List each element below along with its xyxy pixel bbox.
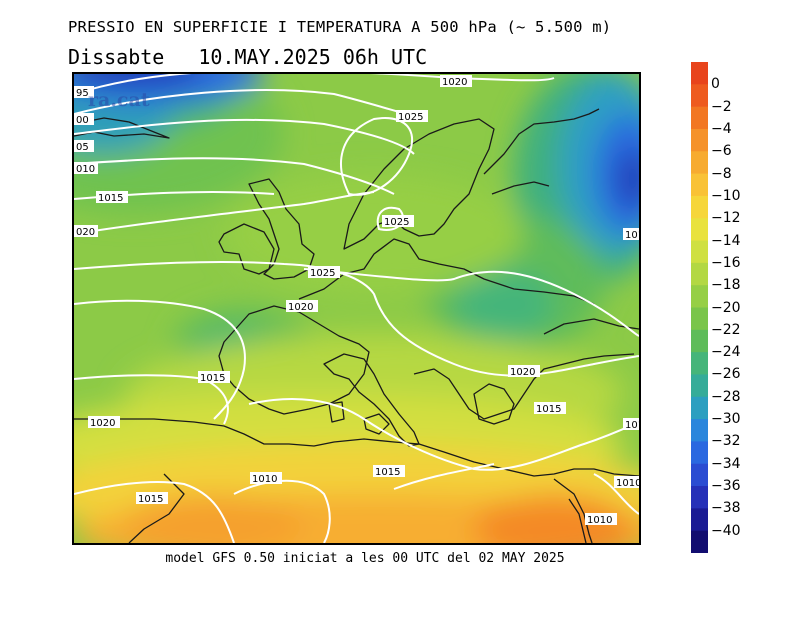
isobar-label: 95 (74, 86, 94, 99)
forecast-datetime: 10.MAY.2025 06h UTC (198, 45, 428, 69)
isobar-label: 1020 (508, 365, 540, 378)
colorbar-swatch (691, 151, 708, 175)
weather-map: 1020 1025 95 00 05 010 1015 020 1025 102… (72, 72, 641, 545)
colorbar-swatch (691, 441, 708, 465)
colorbar-tick-label: −12 (711, 210, 741, 227)
colorbar-tick-label: −8 (711, 165, 732, 182)
colorbar-tick-label: −24 (711, 344, 741, 361)
svg-text:1015: 1015 (98, 193, 123, 204)
isobar-label: 1015 (198, 371, 230, 384)
svg-text:1025: 1025 (398, 112, 423, 123)
svg-text:1010: 1010 (587, 515, 612, 526)
colorbar (691, 62, 708, 554)
colorbar-swatch (691, 419, 708, 442)
watermark-logo: ra.cat (88, 89, 150, 111)
colorbar-tick-label: −4 (711, 120, 732, 137)
colorbar-swatch (691, 285, 708, 308)
svg-text:1020: 1020 (442, 77, 467, 88)
isobar-label: 1015 (136, 492, 168, 505)
svg-text:1015: 1015 (138, 494, 163, 505)
isobar-label: 1025 (382, 215, 414, 228)
colorbar-tick-label: −16 (711, 254, 741, 271)
colorbar-swatch (691, 218, 708, 242)
coastlines (74, 108, 639, 543)
isobar-label: 1025 (396, 110, 428, 123)
isobar-label: 101 (623, 228, 639, 241)
colorbar-tick-label: −2 (711, 98, 732, 115)
colorbar-tick-label: −32 (711, 433, 741, 450)
colorbar-tick-label: −18 (711, 277, 741, 294)
isobar-label: 1020 (440, 75, 472, 88)
svg-text:1015: 1015 (375, 467, 400, 478)
isobar-label: 1020 (88, 416, 120, 429)
isobar-label: 00 (74, 113, 94, 126)
svg-text:1025: 1025 (310, 268, 335, 279)
colorbar-tick-label: −26 (711, 366, 741, 383)
colorbar-swatch (691, 329, 708, 353)
isobar-label: 1015 (373, 465, 405, 478)
isobar-labels: 1020 1025 95 00 05 010 1015 020 1025 102… (74, 75, 639, 526)
colorbar-tick-label: −38 (711, 500, 741, 517)
colorbar-swatch (691, 106, 708, 130)
isobar-label: 101 (623, 418, 639, 431)
isobar-label: 1010 (250, 472, 282, 485)
colorbar-swatch (691, 62, 708, 85)
isobar-label: 05 (74, 140, 94, 153)
colorbar-swatch (691, 508, 708, 532)
colorbar-swatch (691, 530, 708, 554)
svg-text:1015: 1015 (536, 404, 561, 415)
colorbar-swatch (691, 374, 708, 398)
isobar-label: 1015 (96, 191, 128, 204)
colorbar-swatch (691, 352, 708, 375)
svg-text:1020: 1020 (510, 367, 535, 378)
svg-text:05: 05 (76, 142, 89, 153)
colorbar-tick-label: 0 (711, 76, 720, 93)
isobars (74, 74, 639, 543)
colorbar-tick-label: −14 (711, 232, 741, 249)
colorbar-tick-label: −36 (711, 478, 741, 495)
colorbar-swatch (691, 262, 708, 286)
colorbar-tick-label: −28 (711, 388, 741, 405)
svg-text:101: 101 (625, 230, 639, 241)
isobar-label: 1025 (308, 266, 340, 279)
colorbar-tick-label: −20 (711, 299, 741, 316)
colorbar-swatch (691, 463, 708, 487)
colorbar-swatch (691, 307, 708, 331)
colorbar-swatch (691, 84, 708, 108)
model-info: model GFS 0.50 iniciat a les 00 UTC del … (165, 551, 565, 566)
colorbar-swatch (691, 486, 708, 509)
colorbar-swatch (691, 195, 708, 219)
svg-text:1025: 1025 (384, 217, 409, 228)
svg-text:1010: 1010 (616, 478, 639, 489)
colorbar-tick-label: −30 (711, 411, 741, 428)
colorbar-swatch (691, 240, 708, 264)
svg-text:00: 00 (76, 115, 89, 126)
svg-text:101: 101 (625, 420, 639, 431)
colorbar-swatch (691, 173, 708, 197)
isobar-label: 1010 (614, 476, 639, 489)
temperature-field (74, 74, 639, 543)
svg-text:010: 010 (76, 164, 95, 175)
isobar-label: 1020 (286, 300, 318, 313)
isobar-label: 020 (74, 225, 98, 238)
colorbar-tick-label: −22 (711, 321, 741, 338)
svg-text:1015: 1015 (200, 373, 225, 384)
map-subtitle: Dissabte 10.MAY.2025 06h UTC (68, 45, 427, 69)
colorbar-tick-label: −6 (711, 143, 732, 160)
svg-text:020: 020 (76, 227, 95, 238)
forecast-day: Dissabte (68, 45, 165, 69)
svg-text:95: 95 (76, 88, 89, 99)
colorbar-tick-label: −34 (711, 455, 741, 472)
colorbar-swatch (691, 396, 708, 420)
isobar-label: 1015 (534, 402, 566, 415)
svg-text:1020: 1020 (90, 418, 115, 429)
map-title: PRESSIO EN SUPERFICIE I TEMPERATURA A 50… (68, 18, 612, 36)
isobar-label: 1010 (585, 513, 617, 526)
colorbar-tick-label: −40 (711, 522, 741, 539)
colorbar-tick-label: −10 (711, 187, 741, 204)
svg-text:1010: 1010 (252, 474, 277, 485)
svg-text:1020: 1020 (288, 302, 313, 313)
isobar-label: 010 (74, 162, 98, 175)
colorbar-swatch (691, 128, 708, 152)
